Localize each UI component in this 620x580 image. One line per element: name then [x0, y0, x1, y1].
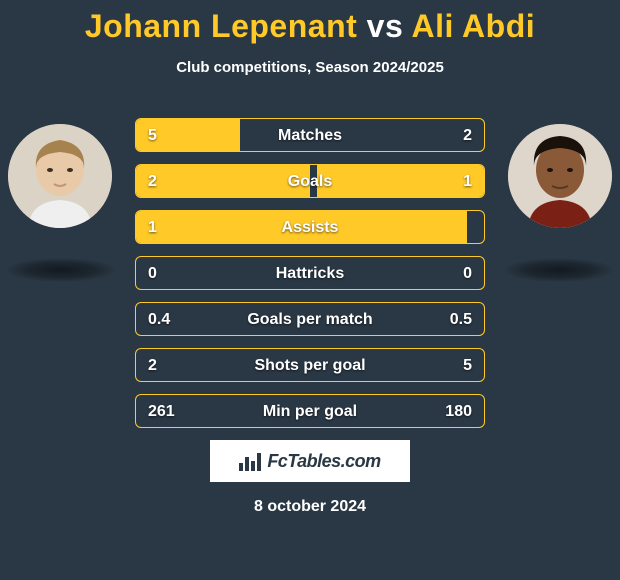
stat-label: Hattricks	[136, 257, 484, 290]
player2-shadow	[504, 258, 614, 282]
site-logo: FcTables.com	[210, 440, 410, 482]
stat-label: Goals per match	[136, 303, 484, 336]
player2-name: Ali Abdi	[411, 8, 535, 44]
vs-text: vs	[367, 8, 404, 44]
stat-bars: 52Matches 21Goals 1Assists 00Hattricks 0.40.…	[135, 118, 485, 440]
stat-row: 25Shots per goal	[135, 348, 485, 382]
logo-text: FcTables.com	[267, 451, 380, 472]
comparison-title: Johann Lepenant vs Ali Abdi	[0, 0, 620, 45]
stat-label: Shots per goal	[136, 349, 484, 382]
date-text: 8 october 2024	[0, 498, 620, 516]
stat-row: 21Goals	[135, 164, 485, 198]
stat-row: 261180Min per goal	[135, 394, 485, 428]
player1-shadow	[6, 258, 116, 282]
logo-bars-icon	[239, 451, 261, 471]
subtitle: Club competitions, Season 2024/2025	[0, 59, 620, 76]
player1-avatar	[8, 124, 112, 228]
stat-row: 0.40.5Goals per match	[135, 302, 485, 336]
stat-row: 52Matches	[135, 118, 485, 152]
player2-avatar	[508, 124, 612, 228]
stat-label: Assists	[136, 211, 484, 244]
stat-label: Goals	[136, 165, 484, 198]
stat-label: Min per goal	[136, 395, 484, 428]
player1-name: Johann Lepenant	[85, 8, 357, 44]
stat-row: 1Assists	[135, 210, 485, 244]
stat-row: 00Hattricks	[135, 256, 485, 290]
stat-label: Matches	[136, 119, 484, 152]
